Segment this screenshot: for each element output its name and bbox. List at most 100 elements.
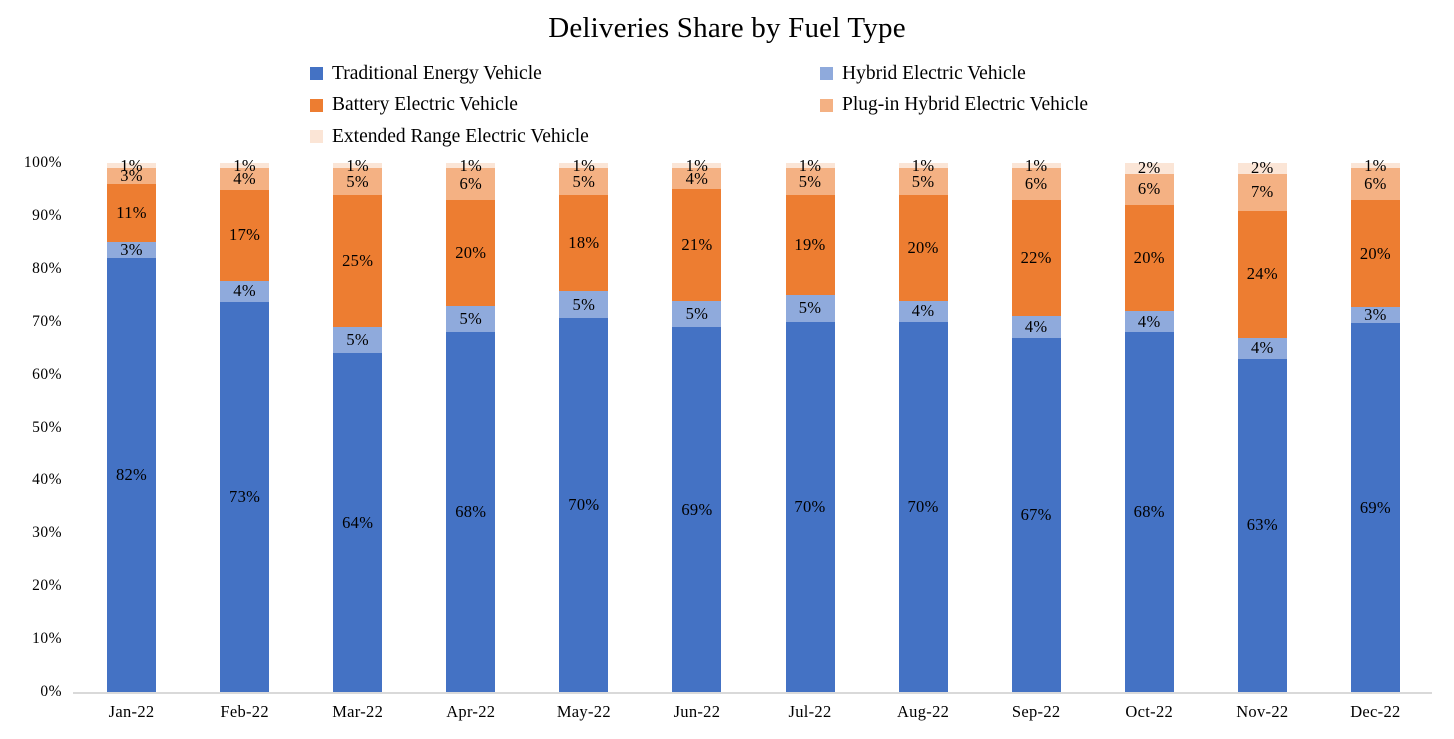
bar-segment-traditional-energy-vehicle: 73%: [220, 301, 270, 692]
bar-column-aug-22: 70% 4% 20% 5% 1%: [867, 156, 980, 692]
data-label: 5%: [798, 298, 822, 318]
data-label: 63%: [1246, 515, 1278, 535]
y-axis-tick-label: 80%: [32, 259, 62, 277]
data-label: 7%: [1251, 182, 1274, 202]
legend-label: Hybrid Electric Vehicle: [842, 62, 1026, 84]
y-axis-tick-label: 10%: [32, 630, 62, 648]
bar-segment-extended-range-electric-vehicle: 1%: [785, 156, 835, 175]
bar-segment-plug-in-hybrid-electric-vehicle: 5%: [333, 168, 383, 195]
data-label: 5%: [798, 171, 822, 191]
bar-column-mar-22: 64% 5% 25% 5% 1%: [301, 156, 414, 692]
data-label: 5%: [346, 171, 369, 191]
bar-stack: 68% 5% 20% 6% 1%: [446, 156, 496, 692]
bar-segment-plug-in-hybrid-electric-vehicle: 6%: [1124, 173, 1174, 206]
bar-segment-battery-electric-vehicle: 19%: [785, 194, 835, 296]
data-label: 3%: [120, 166, 143, 186]
bar-segment-hybrid-electric-vehicle: 4%: [898, 300, 948, 322]
x-axis-tick-label: Aug-22: [896, 702, 950, 721]
legend-swatch-icon: [310, 98, 323, 112]
data-label: 20%: [907, 237, 939, 257]
y-axis-tick-label: 40%: [32, 471, 62, 489]
bar-segment-traditional-energy-vehicle: 82%: [107, 258, 157, 692]
data-label: 4%: [911, 301, 935, 321]
y-axis-tick-label: 70%: [32, 312, 62, 330]
data-label: 6%: [1364, 174, 1387, 194]
legend-item-extended-range-electric-vehicle: Extended Range Electric Vehicle: [310, 121, 820, 153]
x-axis-tick-label: Apr-22: [446, 702, 496, 721]
plot-area: 82% 3% 11% 3% 1% 73% 4% 17% 4% 1% 64% 5% 25% 5% 1% 68% 5…: [73, 156, 1432, 694]
bar-stack: 82% 3% 11% 3% 1%: [107, 156, 157, 692]
data-label: 64%: [342, 512, 374, 532]
bar-segment-traditional-energy-vehicle: 64%: [333, 353, 383, 692]
legend-swatch-icon: [820, 98, 833, 112]
bar-segment-hybrid-electric-vehicle: 4%: [1011, 316, 1061, 338]
data-label: 5%: [346, 330, 369, 350]
bar-segment-plug-in-hybrid-electric-vehicle: 4%: [672, 168, 722, 190]
data-label: 73%: [229, 486, 261, 506]
bar-segment-plug-in-hybrid-electric-vehicle: 6%: [1011, 168, 1061, 201]
bar-stack: 68% 4% 20% 6% 2%: [1124, 158, 1174, 692]
x-axis-tick-label: Feb-22: [220, 702, 269, 721]
legend-swatch-icon: [310, 67, 323, 81]
bar-segment-traditional-energy-vehicle: 67%: [1011, 337, 1061, 692]
y-axis-tick-label: 30%: [32, 524, 62, 542]
bar-segment-hybrid-electric-vehicle: 5%: [785, 295, 835, 322]
bar-stack: 63% 4% 24% 7% 2%: [1237, 158, 1287, 692]
bar-stack: 69% 3% 20% 6% 1%: [1350, 156, 1400, 692]
x-axis-tick-label: Sep-22: [1011, 702, 1061, 721]
bar-segment-battery-electric-vehicle: 24%: [1237, 210, 1287, 338]
bar-segment-battery-electric-vehicle: 18%: [559, 195, 609, 292]
data-label: 68%: [455, 502, 487, 522]
bar-segment-battery-electric-vehicle: 25%: [333, 194, 383, 328]
bar-column-nov-22: 63% 4% 24% 7% 2%: [1206, 158, 1319, 692]
bar-column-may-22: 70% 5% 18% 5% 1%: [527, 156, 640, 692]
bar-segment-extended-range-electric-vehicle: 1%: [107, 156, 157, 175]
data-label: 20%: [455, 242, 487, 262]
data-label: 4%: [1024, 317, 1048, 336]
data-label: 5%: [572, 171, 596, 191]
data-label: 4%: [233, 281, 256, 301]
bar-segment-plug-in-hybrid-electric-vehicle: 5%: [559, 168, 609, 196]
x-axis-tick-label: Jul-22: [788, 702, 832, 721]
x-axis-tick-label: Oct-22: [1125, 702, 1174, 721]
data-label: 4%: [233, 169, 256, 189]
y-axis-tick-label: 50%: [32, 418, 62, 436]
bar-stack: 70% 4% 20% 5% 1%: [898, 156, 948, 692]
bar-stack: 64% 5% 25% 5% 1%: [333, 156, 383, 692]
data-label: 25%: [342, 250, 374, 270]
bar-segment-hybrid-electric-vehicle: 4%: [220, 280, 270, 302]
bar-segment-battery-electric-vehicle: 20%: [446, 200, 496, 306]
data-label: 3%: [1364, 305, 1387, 325]
data-label: 70%: [794, 496, 826, 516]
data-label: 6%: [1024, 174, 1048, 194]
bar-segment-extended-range-electric-vehicle: 1%: [446, 156, 496, 175]
bar-segment-plug-in-hybrid-electric-vehicle: 6%: [1350, 168, 1400, 201]
bar-segment-extended-range-electric-vehicle: 2%: [1237, 158, 1287, 177]
legend-swatch-icon: [820, 67, 833, 81]
bar-segment-plug-in-hybrid-electric-vehicle: 5%: [898, 168, 948, 195]
x-axis-tick-label: Mar-22: [332, 702, 384, 721]
bar-segment-battery-electric-vehicle: 11%: [107, 184, 157, 243]
legend-item-battery-electric-vehicle: Battery Electric Vehicle: [310, 90, 820, 122]
data-label: 22%: [1020, 248, 1052, 268]
data-label: 5%: [572, 294, 596, 314]
y-axis-tick-label: 60%: [32, 365, 62, 383]
x-axis-labels: Jan-22 Feb-22 Mar-22 Apr-22 May-22 Jun-22 Jul-…: [75, 702, 1432, 722]
bar-segment-traditional-energy-vehicle: 68%: [1124, 332, 1174, 692]
legend-label: Plug-in Hybrid Electric Vehicle: [842, 94, 1089, 116]
data-label: 11%: [116, 203, 147, 223]
bar-segment-battery-electric-vehicle: 20%: [1350, 200, 1400, 308]
bar-stack: 69% 5% 21% 4% 1%: [672, 156, 722, 692]
y-axis-tick-label: 90%: [32, 206, 62, 224]
data-label: 24%: [1246, 264, 1278, 284]
data-label: 20%: [1359, 243, 1391, 263]
bar-segment-extended-range-electric-vehicle: 1%: [559, 156, 609, 175]
legend-item-traditional-energy-vehicle: Traditional Energy Vehicle: [310, 58, 820, 90]
data-label: 5%: [911, 171, 935, 191]
bar-segment-extended-range-electric-vehicle: 1%: [1011, 156, 1061, 175]
data-label: 4%: [1137, 311, 1161, 331]
data-label: 20%: [1133, 248, 1165, 268]
data-label: 70%: [907, 496, 939, 516]
x-axis-tick-label: Jan-22: [108, 702, 155, 721]
